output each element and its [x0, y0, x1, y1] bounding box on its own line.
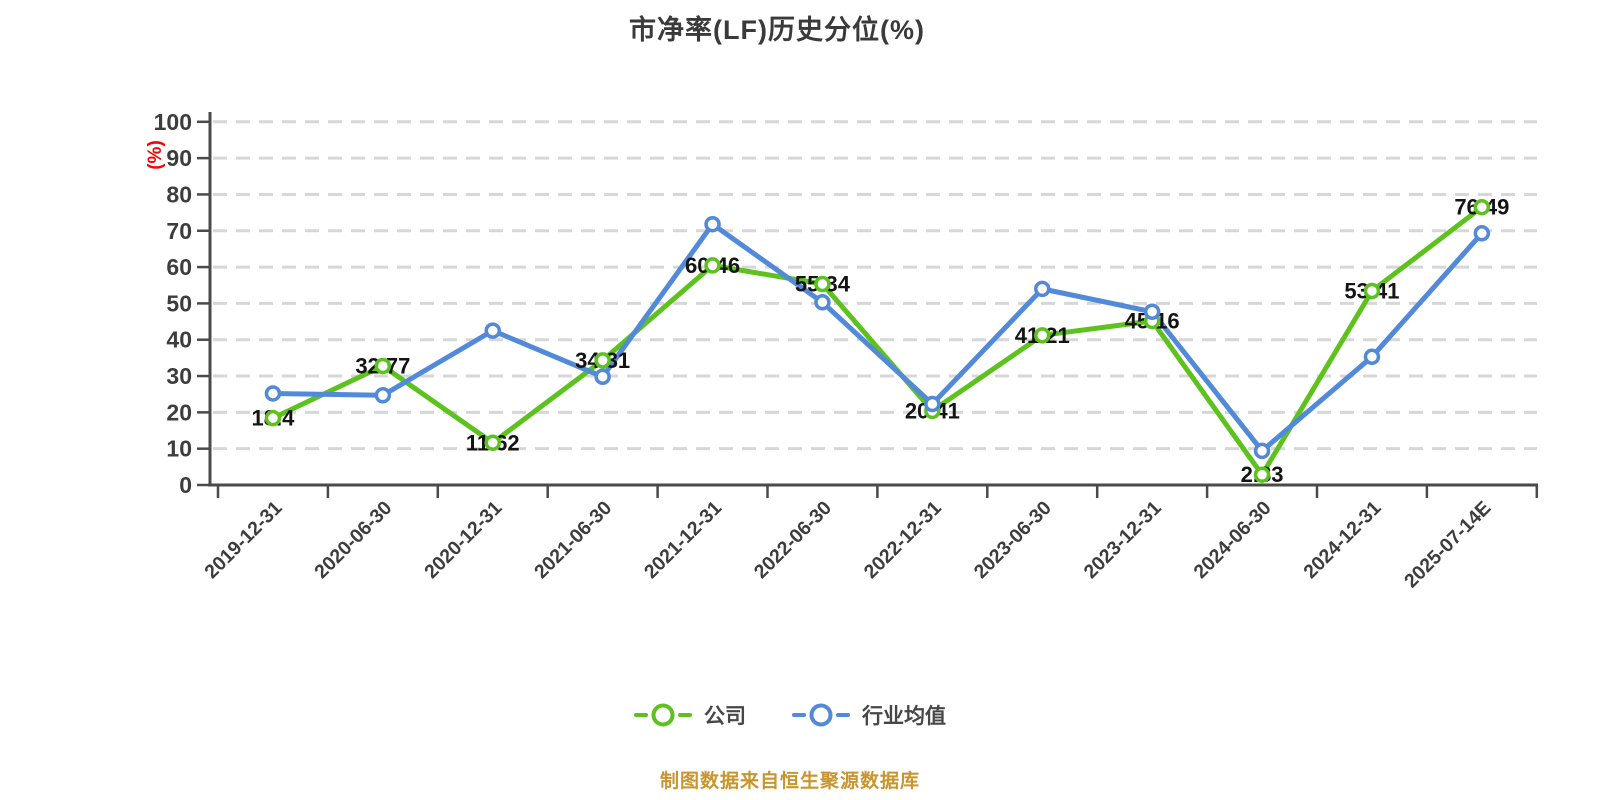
x-tick-label: 2021-12-31	[640, 497, 726, 583]
data-point[interactable]	[594, 368, 611, 386]
data-point[interactable]	[1473, 225, 1491, 242]
data-point[interactable]	[1363, 282, 1381, 300]
series-company	[270, 204, 1485, 478]
data-point[interactable]	[814, 275, 831, 293]
data-point[interactable]	[594, 352, 611, 369]
x-tick-label: 2019-12-31	[200, 497, 286, 583]
industry-series-marker-icon	[792, 703, 850, 727]
y-tick-label: 70	[166, 218, 192, 244]
data-point[interactable]	[1473, 198, 1491, 216]
x-tick-label: 2024-06-30	[1189, 497, 1275, 583]
x-tick-label: 2020-12-31	[420, 497, 506, 583]
y-tick-label: 90	[166, 145, 192, 171]
data-point[interactable]	[1143, 303, 1161, 321]
data-point[interactable]	[1363, 348, 1381, 366]
data-point[interactable]	[1253, 442, 1271, 460]
data-point[interactable]	[1034, 327, 1051, 344]
y-tick-label: 10	[166, 436, 192, 462]
x-tick-label: 2022-06-30	[750, 497, 836, 583]
legend: 公司 行业均值	[0, 700, 1580, 730]
data-point[interactable]	[374, 387, 392, 404]
chart-title: 市净率(LF)历史分位(%)	[629, 15, 925, 45]
x-tick-label: 2023-12-31	[1080, 497, 1166, 583]
gridlines	[213, 120, 1537, 451]
series-industry	[270, 221, 1485, 454]
data-point[interactable]	[264, 385, 282, 402]
x-tick-label: 2023-06-30	[970, 497, 1056, 583]
data-point[interactable]	[704, 215, 721, 233]
data-point[interactable]	[374, 357, 392, 375]
data-point[interactable]	[484, 434, 501, 452]
y-tick-label: 40	[166, 327, 192, 353]
y-tick-label: 50	[166, 290, 192, 316]
x-tick-label: 2021-06-30	[530, 497, 616, 583]
data-point[interactable]	[704, 257, 721, 274]
legend-item-company[interactable]: 公司	[634, 700, 746, 730]
data-point[interactable]	[1253, 466, 1271, 483]
x-tick-label: 2020-06-30	[310, 497, 396, 583]
legend-label-industry: 行业均值	[862, 705, 946, 728]
company-series-marker-icon	[634, 703, 692, 727]
x-tick-label: 2025-07-14E	[1400, 497, 1495, 592]
x-tick-label: 2022-12-31	[860, 497, 946, 583]
y-tick-label: 0	[179, 472, 192, 498]
x-tick-label: 2024-12-31	[1299, 497, 1385, 583]
legend-item-industry[interactable]: 行业均值	[792, 700, 946, 730]
x-axis-labels: 2019-12-31 2020-06-30 2020-12-31 2021-06-30…	[200, 497, 1495, 592]
data-source-note: 制图数据来自恒生聚源数据库	[659, 771, 920, 792]
series-line	[270, 221, 1485, 454]
y-tick-label: 80	[166, 181, 192, 207]
data-point[interactable]	[924, 395, 941, 413]
data-point[interactable]	[264, 409, 282, 427]
series-points-company	[264, 198, 1491, 483]
axes: 0 10 20 30 40 50 60 70 80 90 100	[154, 109, 1539, 498]
data-point[interactable]	[814, 294, 831, 311]
legend-label-company: 公司	[704, 705, 746, 728]
y-tick-label: 30	[166, 363, 192, 389]
data-point[interactable]	[1034, 280, 1051, 298]
data-point[interactable]	[484, 322, 501, 339]
series-points-industry	[264, 215, 1491, 460]
y-tick-label: 100	[154, 109, 192, 135]
y-tick-label: 60	[166, 254, 192, 280]
series-line	[270, 204, 1485, 478]
y-tick-label: 20	[166, 399, 192, 425]
